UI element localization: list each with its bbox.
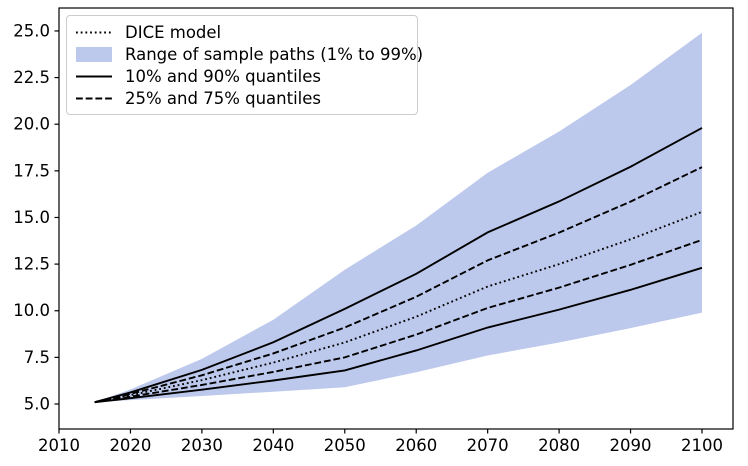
y-tick-label: 15.0 <box>13 208 50 227</box>
x-tick-label: 2040 <box>252 436 294 455</box>
y-tick-label: 12.5 <box>13 255 50 274</box>
y-tick-label: 5.0 <box>24 395 50 414</box>
x-tick-label: 2070 <box>467 436 509 455</box>
band-patch-icon <box>76 47 112 62</box>
y-tick-label: 22.5 <box>13 68 50 87</box>
x-tick-label: 2090 <box>610 436 652 455</box>
line-90-quantile <box>94 127 703 404</box>
y-tick-label: 17.5 <box>13 161 50 180</box>
x-tick-label: 2050 <box>324 436 366 455</box>
y-tick-label: 25.0 <box>13 21 50 40</box>
legend-item-sample-range: Range of sample paths (1% to 99%) <box>76 44 423 65</box>
legend-label: DICE model <box>125 23 222 42</box>
line-10-quantile <box>94 266 703 404</box>
x-tick-label: 2100 <box>681 436 723 455</box>
y-tick-label: 10.0 <box>13 301 50 320</box>
legend-label: 10% and 90% quantiles <box>125 67 322 86</box>
x-tick-label: 2060 <box>395 436 437 455</box>
plot-border <box>58 7 734 430</box>
x-tick-label: 2020 <box>109 436 151 455</box>
sample-paths-band <box>94 32 702 403</box>
dashed-line-icon <box>76 91 112 106</box>
x-tick-label: 2010 <box>38 436 80 455</box>
legend-label: 25% and 75% quantiles <box>125 89 322 108</box>
solid-line-icon <box>76 69 112 84</box>
x-tick-label: 2080 <box>538 436 580 455</box>
line-dice-model <box>94 210 703 404</box>
y-tick-label: 20.0 <box>13 115 50 134</box>
legend-item-25-75-quantiles: 25% and 75% quantiles <box>76 88 407 109</box>
legend: DICE model Range of sample paths (1% to … <box>66 15 423 115</box>
y-tick-label: 7.5 <box>24 348 50 367</box>
line-25-quantile <box>94 238 703 404</box>
legend-item-dice-model: DICE model <box>76 22 407 43</box>
legend-label: Range of sample paths (1% to 99%) <box>125 45 424 64</box>
x-tick-label: 2030 <box>181 436 223 455</box>
dotted-line-icon <box>76 25 112 40</box>
line-75-quantile <box>94 166 703 404</box>
legend-item-10-90-quantiles: 10% and 90% quantiles <box>76 66 407 87</box>
